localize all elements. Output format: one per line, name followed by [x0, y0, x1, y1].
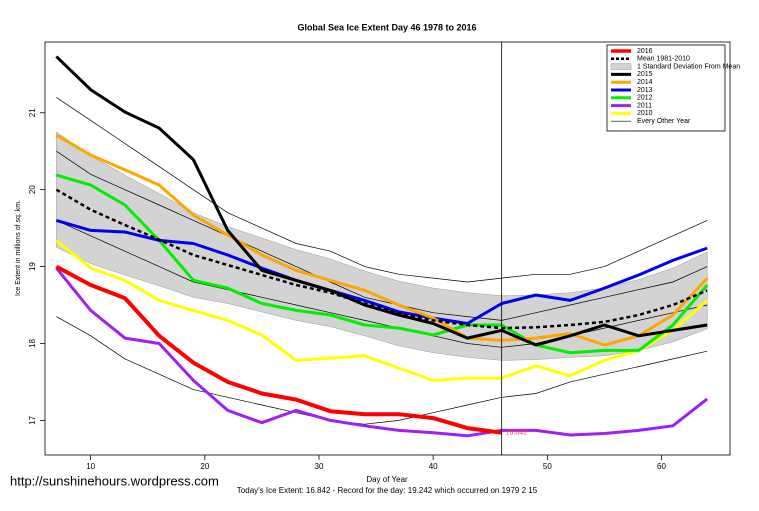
sd-band	[56, 131, 708, 361]
series-line	[55, 239, 709, 382]
legend-label: Mean 1981-2010	[637, 56, 690, 63]
y-tick-label: 21	[28, 108, 37, 117]
y-axis-label: Ice Extent in millions of sq. km.	[15, 200, 22, 296]
credit: http://sunshinehours.wordpress.com	[10, 473, 219, 488]
legend-label: 2016	[637, 48, 653, 55]
x-tick-label: 30	[315, 462, 324, 471]
legend-label: 2012	[637, 95, 653, 102]
legend-label: 2013	[637, 87, 653, 94]
plot-frame	[44, 41, 731, 456]
year-line	[56, 316, 708, 425]
legend-label: 2010	[637, 110, 653, 117]
x-axis-label: Day of Year	[366, 475, 408, 484]
legend-label: 2011	[637, 102, 652, 109]
x-tick-label: 40	[429, 462, 438, 471]
annotation: 16.842	[506, 429, 528, 436]
series-line	[55, 173, 709, 355]
year-line	[56, 220, 708, 348]
series-line	[55, 267, 709, 438]
year-line	[56, 97, 708, 283]
legend-label: 2015	[637, 71, 653, 78]
legend-label: 2014	[637, 79, 653, 86]
chart-title: Global Sea Ice Extent Day 46 1978 to 201…	[297, 22, 476, 32]
legend-swatch	[610, 63, 632, 70]
y-tick-label: 17	[28, 415, 37, 424]
subtitle: Today's Ice Extent: 16.842 - Record for …	[237, 486, 538, 495]
legend-label: Every Other Year	[637, 118, 691, 125]
x-tick-label: 20	[200, 462, 209, 471]
y-tick-label: 20	[28, 185, 37, 194]
series-line	[55, 55, 708, 347]
x-tick-label: 50	[543, 462, 552, 471]
series-line	[55, 133, 709, 347]
year-line	[56, 150, 708, 321]
legend-label: 1 Standard Deviation From Mean	[637, 63, 740, 70]
x-tick-label: 60	[657, 462, 666, 471]
series-line	[55, 264, 502, 435]
x-tick-label: 10	[86, 462, 95, 471]
y-tick-label: 19	[28, 262, 37, 271]
series-line	[55, 188, 708, 330]
y-tick-label: 18	[28, 338, 37, 347]
